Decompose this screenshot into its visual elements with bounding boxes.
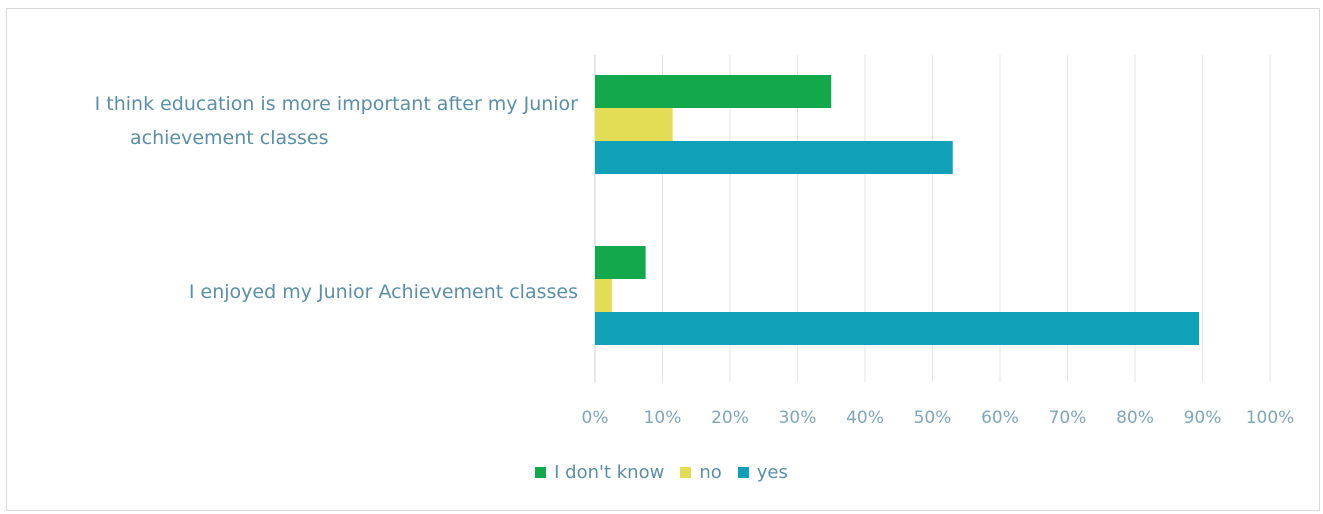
bar-no-cat-1	[595, 279, 612, 312]
bar-yes-cat-1	[595, 312, 1200, 345]
x-tick-label-2: 20%	[711, 408, 749, 428]
x-tick-label-6: 60%	[981, 408, 1019, 428]
legend-label-1: no	[699, 462, 722, 483]
legend-swatch-0	[535, 467, 547, 478]
x-tick-label-0: 0%	[581, 408, 609, 428]
category-label-0-line-1: achievement classes	[130, 126, 329, 149]
x-tick-label-7: 70%	[1048, 408, 1087, 428]
legend-item-1: no	[680, 462, 722, 483]
x-tick-label-4: 40%	[846, 408, 884, 428]
legend: I don't know no yes	[0, 462, 1323, 483]
x-tick-label-1: 10%	[643, 408, 682, 428]
bars	[595, 75, 1200, 345]
legend-item-0: I don't know	[535, 462, 664, 483]
legend-item-2: yes	[737, 462, 788, 483]
category-label-0-line-0: I think education is more important afte…	[94, 92, 578, 115]
category-label-1-line-0: I enjoyed my Junior Achievement classes	[188, 280, 578, 303]
x-tick-label-3: 30%	[778, 408, 817, 428]
legend-label-0: I don't know	[554, 462, 665, 483]
legend-label-2: yes	[756, 462, 788, 483]
bar-i-don-t-know-cat-1	[595, 246, 646, 279]
x-tick-label-10: 100%	[1245, 408, 1295, 428]
bar-yes-cat-0	[595, 141, 953, 174]
bar-no-cat-0	[595, 108, 673, 141]
x-tick-label-5: 50%	[913, 408, 952, 428]
legend-swatch-2	[737, 467, 749, 478]
legend-swatch-1	[680, 467, 692, 478]
x-tick-label-8: 80%	[1116, 408, 1154, 428]
x-tick-label-9: 90%	[1183, 408, 1222, 428]
category-label-0: I think education is more important afte…	[18, 87, 578, 155]
bar-i-don-t-know-cat-0	[595, 75, 832, 108]
category-label-1: I enjoyed my Junior Achievement classes	[18, 275, 578, 309]
